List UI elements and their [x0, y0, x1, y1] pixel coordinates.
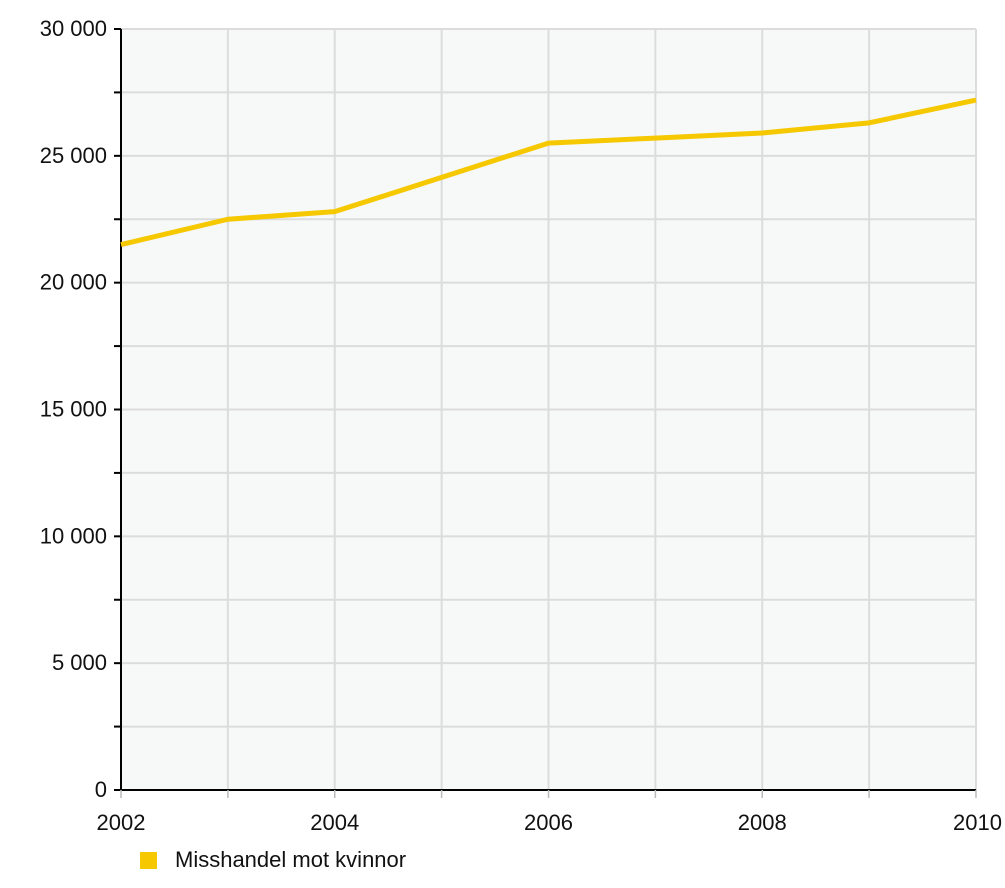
tick-labels: 0 5 000 10 000 15 000 20 000 25 000 30 000 2002…	[40, 16, 1002, 835]
line-chart: 0 5 000 10 000 15 000 20 000 25 000 30 000 2002…	[40, 16, 1002, 835]
x-tick-label: 2010	[953, 810, 1002, 835]
legend: Misshandel mot kvinnor	[140, 840, 406, 880]
series-layer	[120, 97, 977, 248]
legend-swatch	[140, 851, 157, 869]
x-tick-label: 2004	[310, 810, 359, 835]
y-tick-label: 30 000	[40, 16, 107, 41]
grid-lines	[121, 28, 977, 790]
legend-label: Misshandel mot kvinnor	[175, 847, 407, 872]
x-tick-label: 2002	[97, 810, 146, 835]
axes	[114, 28, 977, 798]
x-tick-label: 2006	[524, 810, 573, 835]
y-tick-label: 25 000	[40, 143, 107, 168]
y-tick-label: 5 000	[52, 650, 107, 675]
y-tick-label: 15 000	[40, 397, 107, 422]
y-tick-label: 20 000	[40, 270, 107, 295]
y-tick-label: 10 000	[40, 523, 107, 548]
y-tick-label: 0	[95, 777, 107, 802]
x-tick-label: 2008	[738, 810, 787, 835]
